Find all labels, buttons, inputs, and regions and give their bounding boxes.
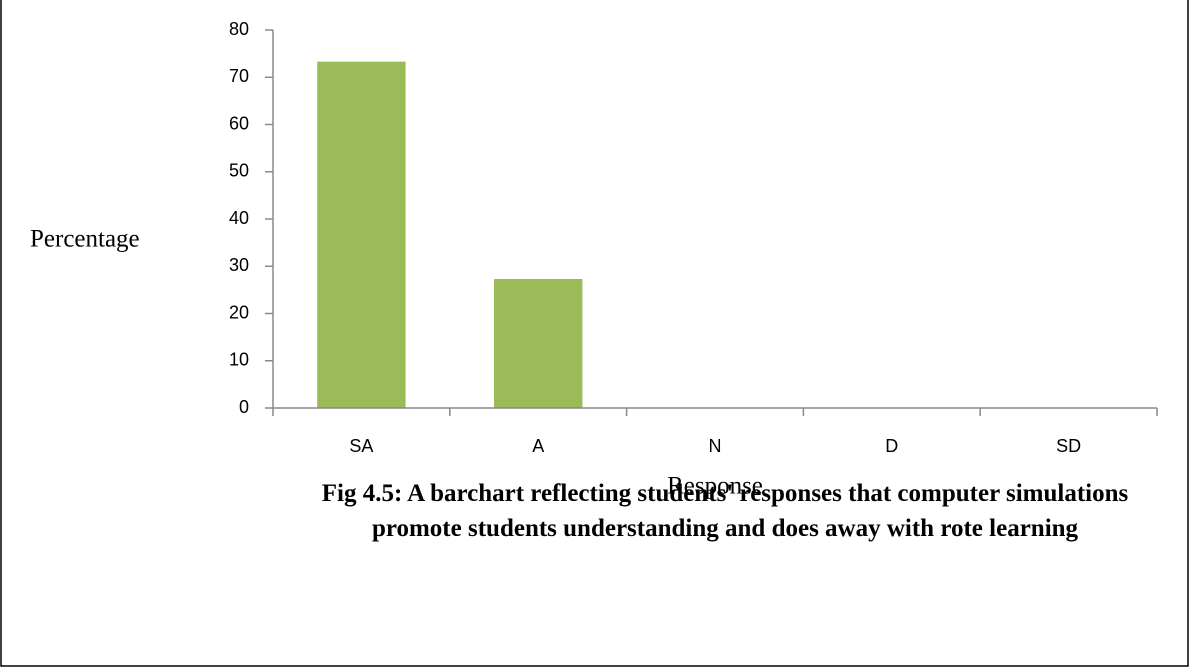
y-tick-label: 20: [229, 302, 249, 322]
y-tick-label: 50: [229, 161, 249, 181]
y-tick-label: 40: [229, 208, 249, 228]
y-tick-label: 70: [229, 66, 249, 86]
y-tick-label: 30: [229, 255, 249, 275]
x-axis-label: Response: [667, 473, 763, 500]
bar: [494, 279, 583, 408]
y-tick-label: 0: [239, 397, 249, 417]
x-tick-label: SA: [349, 436, 373, 456]
y-tick-label: 10: [229, 350, 249, 370]
x-tick-label: A: [532, 436, 544, 456]
x-tick-label: N: [709, 436, 722, 456]
y-tick-label: 60: [229, 113, 249, 133]
caption: Fig 4.5: A barchart reflecting students'…: [321, 480, 1129, 542]
x-tick-label: D: [885, 436, 898, 456]
y-axis-label: Percentage: [30, 226, 140, 253]
y-tick-label: 80: [229, 19, 249, 39]
bar: [317, 61, 406, 408]
x-tick-label: SD: [1056, 436, 1081, 456]
